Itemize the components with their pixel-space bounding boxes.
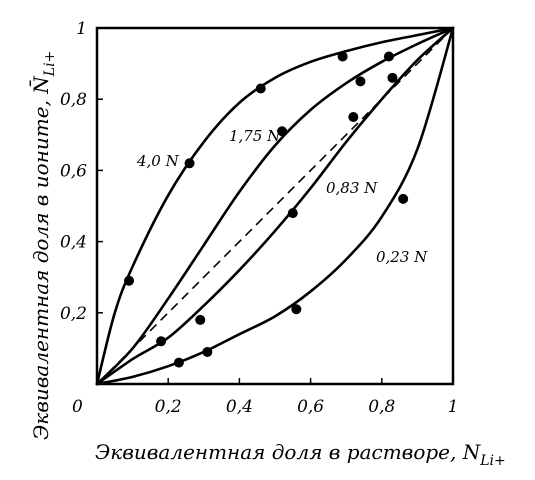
curve-4-0-n [95, 26, 455, 386]
data-point-0-83-n-5 [387, 72, 398, 83]
x-tick-label: 0,8 [368, 397, 395, 417]
data-point-0-83-n-2 [195, 314, 206, 325]
origin-tick-label: 0 [72, 397, 83, 417]
x-tick-label: 0,6 [297, 397, 324, 417]
data-point-0-23-n-1 [173, 357, 184, 368]
curve-label-4-0n: 4,0 N [136, 152, 180, 170]
data-point-0-23-n-4 [398, 193, 409, 204]
y-tick-label: 0,4 [60, 233, 87, 253]
y-tick-label: 0,8 [60, 90, 87, 110]
x-tick-label: 0,4 [226, 397, 253, 417]
x-axis-title: Эквивалентная доля в растворе, NLi+ [95, 440, 506, 469]
plot-frame [95, 26, 455, 386]
data-point-1-75-n-1 [277, 126, 288, 137]
data-point-4-0-n-4 [337, 51, 348, 62]
curve-0-23-n [95, 26, 455, 386]
data-point-0-83-n-3 [287, 208, 298, 219]
diagonal-dashed-line [96, 27, 454, 385]
y-tick-label: 0,2 [60, 304, 87, 324]
data-point-4-0-n-3 [255, 83, 266, 94]
data-point-0-83-n-1 [156, 336, 167, 347]
y-tick-label: 1 [76, 19, 87, 39]
y-tick-label: 0,6 [60, 161, 87, 181]
x-axis-title-text: Эквивалентная доля в растворе, N [95, 440, 482, 464]
x-tick-label: 0,2 [155, 397, 182, 417]
curve-label-0-83n: 0,83 N [326, 179, 378, 197]
x-tick-label: 1 [448, 397, 459, 417]
curve-label-0-23n: 0,23 N [376, 248, 428, 266]
y-axis-title-subscript: Li+ [42, 51, 58, 78]
data-point-4-0-n-1 [124, 275, 135, 286]
data-point-4-0-n-2 [184, 158, 195, 169]
data-point-4-0-n-5 [383, 51, 394, 62]
curve-label-1-75n: 1,75 N [229, 127, 281, 145]
data-point-0-23-n-3 [291, 304, 302, 315]
data-point-0-23-n-2 [202, 346, 213, 357]
y-axis-title: Эквивалентная доля в ионите, N̄Li+ [28, 51, 58, 440]
data-point-0-83-n-4 [348, 112, 359, 122]
data-point-1-75-n-2 [355, 76, 366, 87]
x-axis-title-subscript: Li+ [479, 453, 506, 469]
y-axis-title-text: Эквивалентная доля в ионите, N̄ [28, 75, 53, 440]
